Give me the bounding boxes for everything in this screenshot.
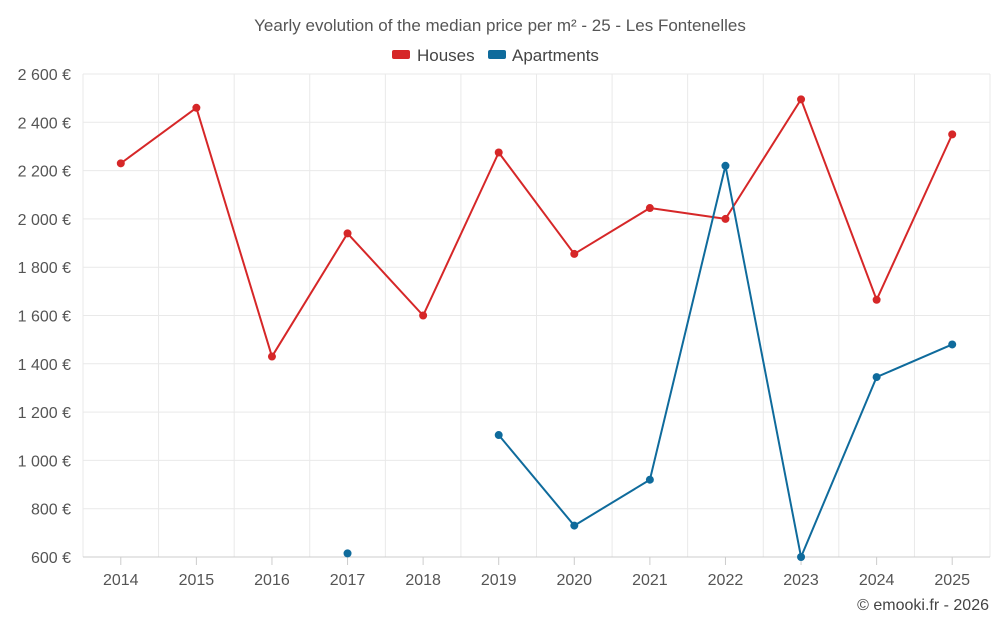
series-apartments bbox=[343, 161, 957, 561]
x-tick-label: 2020 bbox=[556, 572, 592, 589]
data-point-apartments-2020[interactable] bbox=[570, 521, 579, 530]
legend-swatch-apartments bbox=[488, 50, 506, 59]
legend-label-apartments[interactable]: Apartments bbox=[512, 46, 599, 65]
x-tick-label: 2024 bbox=[859, 572, 895, 589]
data-point-houses-2016[interactable] bbox=[267, 352, 276, 361]
y-tick-label: 800 € bbox=[31, 502, 71, 519]
y-tick-label: 1 000 € bbox=[18, 453, 71, 470]
y-tick-label: 600 € bbox=[31, 550, 71, 567]
data-point-apartments-2022[interactable] bbox=[721, 161, 730, 170]
x-tick-label: 2016 bbox=[254, 572, 290, 589]
x-tick-label: 2019 bbox=[481, 572, 517, 589]
series-houses bbox=[116, 95, 957, 361]
data-point-houses-2025[interactable] bbox=[948, 130, 957, 139]
credit-text: © emooki.fr - 2026 bbox=[857, 597, 989, 614]
x-tick-label: 2022 bbox=[708, 572, 744, 589]
series-line-apartments bbox=[497, 164, 953, 558]
data-point-houses-2015[interactable] bbox=[192, 103, 201, 112]
x-tick-label: 2014 bbox=[103, 572, 139, 589]
data-point-houses-2023[interactable] bbox=[797, 95, 806, 104]
x-tick-label: 2017 bbox=[330, 572, 366, 589]
data-point-houses-2019[interactable] bbox=[494, 148, 503, 157]
y-tick-label: 1 600 € bbox=[18, 309, 71, 326]
x-tick-label: 2023 bbox=[783, 572, 819, 589]
grid bbox=[82, 73, 991, 557]
legend-label-houses[interactable]: Houses bbox=[417, 46, 475, 65]
y-tick-label: 1 200 € bbox=[18, 405, 71, 422]
x-tick-label: 2018 bbox=[405, 572, 441, 589]
y-tick-label: 2 600 € bbox=[18, 67, 71, 84]
x-tick-label: 2015 bbox=[179, 572, 215, 589]
y-tick-label: 1 800 € bbox=[18, 260, 71, 277]
y-tick-label: 2 200 € bbox=[18, 164, 71, 181]
chart-title: Yearly evolution of the median price per… bbox=[254, 16, 746, 35]
series-line-houses bbox=[120, 98, 954, 358]
legend: Houses Apartments bbox=[392, 46, 599, 65]
data-point-apartments-2021[interactable] bbox=[645, 475, 654, 484]
x-tick-label: 2025 bbox=[934, 572, 970, 589]
y-tick-label: 2 000 € bbox=[18, 212, 71, 229]
series-layer bbox=[116, 95, 957, 561]
data-point-apartments-2025[interactable] bbox=[948, 340, 957, 349]
data-point-houses-2018[interactable] bbox=[419, 311, 428, 320]
data-point-houses-2021[interactable] bbox=[645, 204, 654, 213]
data-point-apartments-2024[interactable] bbox=[872, 373, 881, 382]
axes: 600 € 800 € 1 000 € 1 200 € 1 400 € 1 600 € 1 … bbox=[18, 67, 990, 589]
data-point-houses-2020[interactable] bbox=[570, 249, 579, 258]
y-tick-label: 1 400 € bbox=[18, 357, 71, 374]
data-point-houses-2017[interactable] bbox=[343, 229, 352, 238]
legend-swatch-houses bbox=[392, 50, 410, 59]
data-point-apartments-2019[interactable] bbox=[494, 431, 503, 440]
y-tick-label: 2 400 € bbox=[18, 115, 71, 132]
x-tick-label: 2021 bbox=[632, 572, 668, 589]
data-point-apartments-2023[interactable] bbox=[797, 553, 806, 561]
data-point-apartments-2017[interactable] bbox=[343, 549, 352, 558]
data-point-houses-2022[interactable] bbox=[721, 214, 730, 223]
data-point-houses-2024[interactable] bbox=[872, 295, 881, 304]
data-point-houses-2014[interactable] bbox=[116, 159, 125, 168]
